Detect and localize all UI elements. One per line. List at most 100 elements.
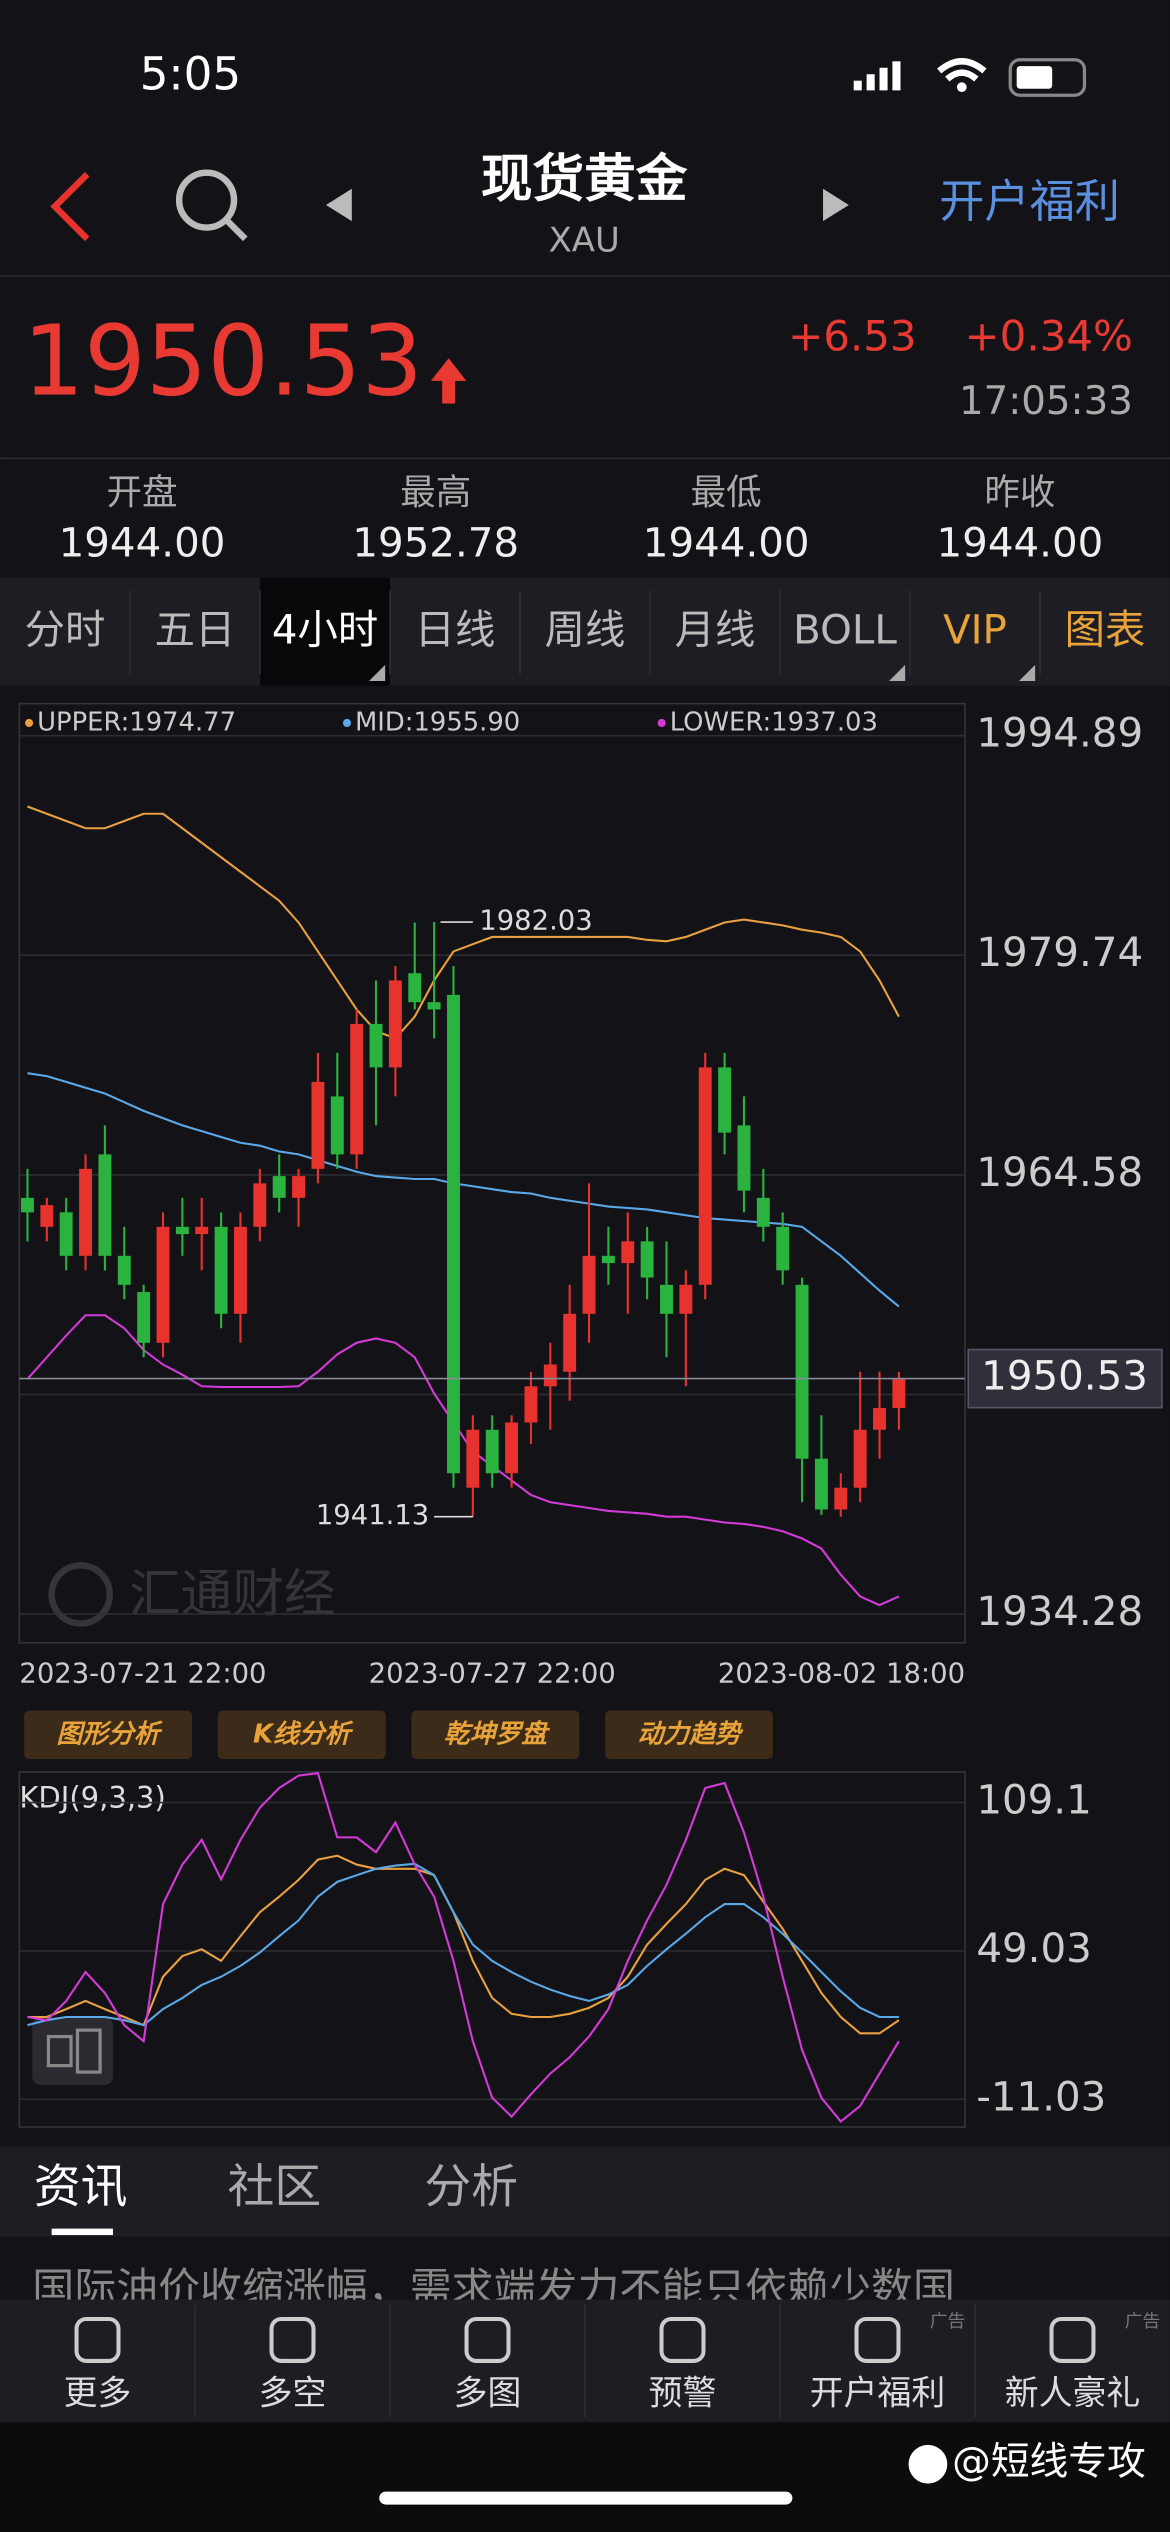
candle-body [718, 1067, 732, 1133]
stat-label: 最低 [691, 472, 762, 513]
tab-dropdown [369, 664, 386, 682]
legend-dot [342, 718, 352, 728]
legend-dot [25, 718, 34, 728]
candle-body [756, 1197, 770, 1227]
candle-body [660, 1284, 673, 1314]
candle-body [369, 1023, 383, 1068]
search-button[interactable] [175, 169, 248, 242]
tabs: 分时 五日 4小时 日线 周线 月线 BOLL VIP 图表 [25, 577, 1146, 686]
footer [0, 2422, 1170, 2532]
candle-body [466, 1429, 480, 1488]
kdj-panel [18, 1771, 966, 2128]
quote-time: 17:05:33 [959, 379, 1133, 424]
candle-body [117, 1255, 131, 1285]
boll-line [27, 1072, 900, 1308]
candle-body [79, 1168, 92, 1256]
candle-body [214, 1226, 228, 1314]
news-tab[interactable]: 社区 [228, 2160, 322, 2214]
candle-body [621, 1241, 635, 1264]
legend-entry: LOWER:1937.03 [670, 707, 878, 737]
tab[interactable]: 月线 [675, 607, 756, 654]
nav-icon [659, 2316, 706, 2363]
back-button[interactable] [50, 172, 90, 242]
tab[interactable]: 图表 [1065, 607, 1146, 654]
news-tabs: 资讯 社区 分析 [34, 2160, 518, 2214]
tab[interactable]: 日线 [415, 607, 496, 654]
candle-body [427, 1002, 441, 1010]
tab[interactable]: VIP [943, 607, 1007, 654]
watermark-logo [48, 1562, 113, 1627]
price: 1950.53 [23, 304, 423, 417]
nav-label[interactable]: 开户福利 [810, 2373, 945, 2412]
stats: 开盘 1944.00 最高 1952.78 最低 1944.00 昨收 1944.00 [59, 472, 1104, 567]
kdj-title: KDJ(9,3,3) [19, 1780, 165, 1814]
wifi-icon [937, 58, 987, 82]
tool-button[interactable] [24, 1710, 193, 1760]
stat-label: 最高 [400, 472, 471, 513]
candle-body [524, 1386, 538, 1423]
candle-body [195, 1226, 209, 1235]
candle-body [408, 973, 422, 1003]
tool-label: K线分析 [253, 1719, 354, 1749]
wifi-dot [956, 82, 967, 92]
candle-body [330, 1096, 344, 1155]
price-panel [18, 702, 966, 1644]
candle-body [292, 1176, 306, 1198]
tool-button[interactable] [217, 1710, 386, 1760]
panel-toggle[interactable] [32, 2017, 113, 2085]
tab[interactable]: 五日 [155, 607, 236, 654]
ad-label: 广告 [930, 2311, 966, 2332]
candle-body [582, 1255, 596, 1314]
news-tab[interactable]: 资讯 [34, 2160, 128, 2214]
x-tick-label: 2023-07-21 22:00 [19, 1659, 266, 1690]
prev-button[interactable] [325, 188, 352, 222]
tab[interactable]: BOLL [793, 607, 897, 654]
candle-body [20, 1197, 34, 1213]
nav-label[interactable]: 多空 [259, 2373, 327, 2412]
change: +6.53 [788, 311, 917, 360]
footer-watermark: @短线专攻 [952, 2440, 1146, 2485]
annotation: 1941.13 [316, 1500, 429, 1531]
candle-body [892, 1378, 906, 1409]
next-button[interactable] [823, 188, 849, 222]
stat-value: 1944.00 [643, 519, 810, 566]
nav-label[interactable]: 预警 [649, 2373, 717, 2412]
candle-body [175, 1226, 189, 1235]
x-tick-label: 2023-08-02 18:00 [718, 1659, 965, 1690]
news-tab[interactable]: 分析 [424, 2160, 518, 2214]
nav-icon [854, 2316, 901, 2363]
battery-level [1016, 66, 1053, 89]
title: 现货黄金 [481, 149, 688, 209]
candle-body [873, 1408, 886, 1430]
stat-label: 昨收 [984, 472, 1055, 513]
y-tick-label: 1994.89 [976, 710, 1143, 757]
nav-icon [269, 2316, 316, 2363]
subtitle: XAU [549, 221, 620, 260]
watermark: 汇通财经 [129, 1565, 336, 1625]
candle-body [137, 1292, 151, 1343]
candle-body [601, 1255, 615, 1264]
tool-button[interactable] [605, 1710, 774, 1760]
tool-button[interactable] [411, 1710, 580, 1760]
tab-bar [0, 577, 1170, 686]
nav-label[interactable]: 多图 [454, 2373, 522, 2412]
stat-value: 1944.00 [937, 519, 1104, 566]
tab[interactable]: 4小时 [272, 607, 378, 654]
legend-dot [657, 718, 666, 728]
nav-label[interactable]: 新人豪礼 [1005, 2373, 1141, 2412]
legend-entry: MID:1955.90 [355, 707, 520, 737]
candle-body [505, 1422, 519, 1474]
tab[interactable]: 周线 [545, 607, 626, 654]
candle-body [814, 1458, 828, 1510]
nav-label[interactable]: 更多 [64, 2373, 132, 2412]
last-price-label: 1950.53 [981, 1353, 1148, 1400]
ad-label: 广告 [1125, 2311, 1161, 2332]
candle-body [737, 1125, 751, 1191]
up-arrow [430, 358, 467, 404]
tab[interactable]: 分时 [25, 607, 106, 654]
y-tick-label: 1979.74 [976, 929, 1143, 976]
stat-label: 开盘 [107, 472, 178, 513]
account-link[interactable]: 开户福利 [939, 175, 1120, 228]
